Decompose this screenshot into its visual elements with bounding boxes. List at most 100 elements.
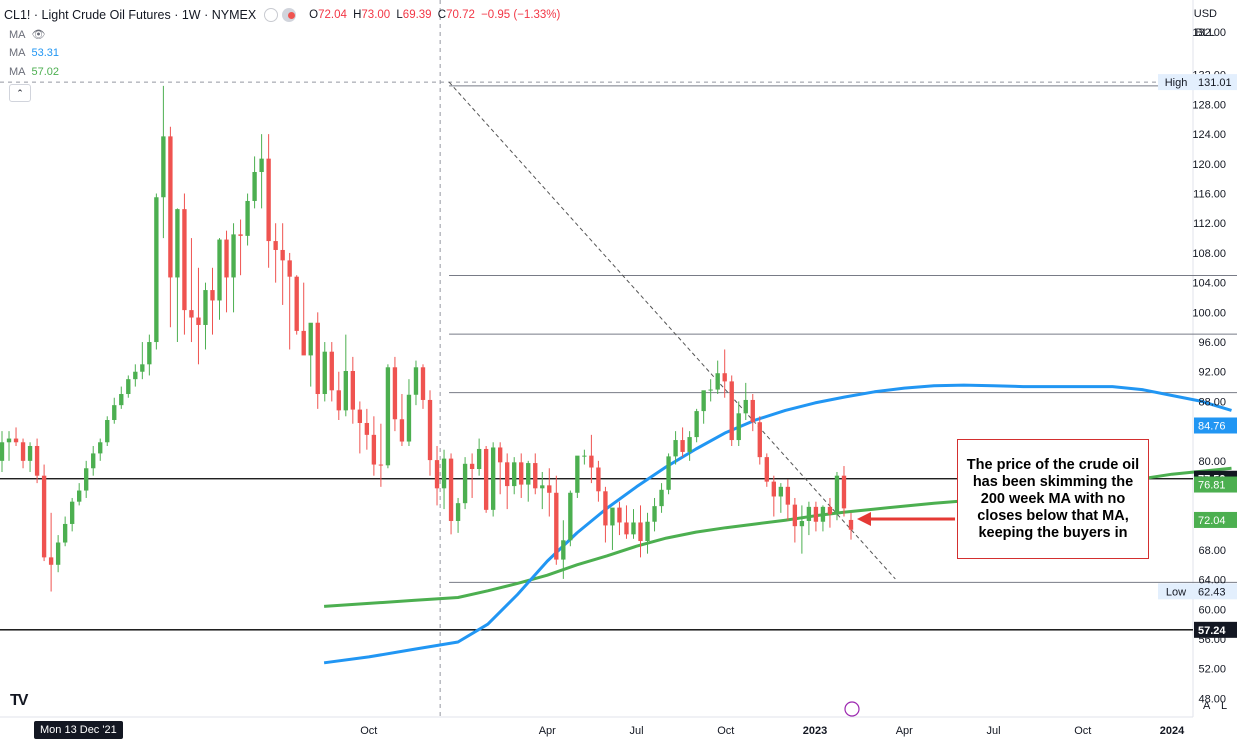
- price-tag-box: [1194, 621, 1237, 638]
- candle-body: [834, 475, 840, 515]
- price-tag-box: [1194, 74, 1237, 91]
- candle-body: [448, 458, 454, 521]
- candle-body: [617, 507, 622, 523]
- candle-body: [133, 371, 138, 380]
- log-scale-button[interactable]: L: [1221, 700, 1228, 712]
- candle-body: [659, 489, 664, 507]
- candle-body: [266, 158, 271, 242]
- candle-body: [147, 342, 152, 365]
- candle-body: [631, 522, 636, 535]
- candle-body: [799, 520, 805, 527]
- candle-body: [119, 394, 124, 406]
- candle-body: [827, 506, 833, 515]
- candle-body: [392, 367, 398, 420]
- candle-body: [743, 399, 748, 414]
- price-tag: Low 62.43: [1158, 583, 1237, 600]
- time-tick-label: 2024: [1160, 725, 1185, 737]
- price-tag: 76.81: [1194, 476, 1237, 493]
- candle-body: [701, 390, 706, 412]
- price-tag: 84.76: [1194, 417, 1237, 434]
- symbol-title[interactable]: CL1! · Light Crude Oil Futures · 1W · NY…: [4, 8, 257, 22]
- price-tag: 57.24: [1194, 621, 1237, 638]
- candle-body: [34, 445, 40, 476]
- candle-body: [308, 322, 313, 356]
- candle-body: [603, 491, 608, 526]
- candle-body: [98, 442, 103, 454]
- price-tick-label: 88.00: [1198, 396, 1226, 408]
- candle-body: [554, 492, 559, 560]
- candle-body: [434, 460, 440, 489]
- price-tick-label: 120.00: [1192, 159, 1226, 171]
- indicator-ma-1[interactable]: MA 👁︎: [9, 28, 46, 42]
- candle-body: [27, 445, 33, 461]
- indicator-ma-3[interactable]: MA 57.02: [9, 66, 60, 78]
- candle-body: [91, 453, 96, 469]
- price-tag-value: 76.81: [1198, 480, 1226, 492]
- candle-body: [210, 290, 215, 301]
- session-dot-icon: [288, 11, 296, 19]
- auto-scale-button[interactable]: A: [1203, 700, 1211, 712]
- candle-body: [322, 351, 327, 395]
- candle-body: [547, 485, 552, 493]
- events-icon: [844, 701, 860, 717]
- candle-body: [20, 442, 26, 461]
- price-tag-name: Low: [1166, 586, 1186, 598]
- eye-hidden-icon[interactable]: 👁︎: [31, 29, 46, 41]
- price-tick-label: 52.00: [1198, 664, 1226, 676]
- time-tick-label: Oct: [360, 725, 377, 737]
- candle-body: [757, 422, 762, 458]
- candle-body: [273, 241, 278, 250]
- price-tag-name: High: [1165, 77, 1188, 89]
- candle-body: [722, 373, 727, 382]
- candle-body: [483, 448, 489, 510]
- candle-body: [280, 249, 285, 261]
- candle-body: [84, 468, 89, 491]
- candle-body: [55, 542, 61, 565]
- price-tag-name-box: [1158, 74, 1194, 91]
- time-tick-label: Apr: [896, 725, 913, 737]
- candle-body: [519, 462, 524, 485]
- candle-body: [841, 475, 847, 509]
- tradingview-logo: TV: [10, 692, 29, 709]
- candle-body: [771, 481, 776, 497]
- candle-body: [399, 419, 405, 442]
- candle-body: [820, 506, 826, 522]
- time-tick-label: Jul: [986, 725, 1000, 737]
- candle-body: [455, 503, 461, 521]
- candle-body: [540, 485, 545, 489]
- candle-body: [687, 437, 692, 452]
- candle-body: [469, 463, 475, 470]
- candle-body: [168, 136, 173, 278]
- price-tag-value: 57.24: [1198, 625, 1226, 637]
- unit-selector[interactable]: BLL: [1195, 27, 1215, 39]
- candle-body: [806, 506, 812, 521]
- candle-body: [238, 234, 243, 236]
- price-tick-label: 92.00: [1198, 367, 1226, 379]
- candle-body: [568, 492, 573, 541]
- price-tag-box: [1194, 511, 1237, 528]
- price-tick-label: 116.00: [1193, 189, 1226, 201]
- collapse-indicators-button[interactable]: ⌃: [9, 84, 31, 102]
- price-tick-label: 104.00: [1192, 278, 1226, 290]
- price-tick-label: 96.00: [1198, 337, 1226, 349]
- indicator-ma-2[interactable]: MA 53.31: [9, 47, 60, 59]
- candle-body: [694, 411, 699, 438]
- currency-selector[interactable]: USD: [1193, 8, 1217, 20]
- change-value: −0.95 (−1.33%): [481, 9, 561, 21]
- candle-body: [792, 504, 798, 527]
- candle-body: [105, 420, 110, 443]
- price-tag-name-box: [1158, 583, 1194, 600]
- candle-body: [462, 463, 468, 504]
- market-status-icon[interactable]: [264, 8, 279, 22]
- candle-body: [427, 399, 433, 461]
- time-tick-label: Oct: [717, 725, 734, 737]
- candle-body: [680, 440, 685, 452]
- candle-body: [533, 463, 538, 489]
- candle-body: [476, 448, 482, 470]
- candle-body: [154, 197, 159, 343]
- candle-body: [231, 234, 236, 278]
- candle-body: [736, 413, 741, 441]
- candle-body: [413, 367, 419, 395]
- candle-body: [126, 379, 131, 395]
